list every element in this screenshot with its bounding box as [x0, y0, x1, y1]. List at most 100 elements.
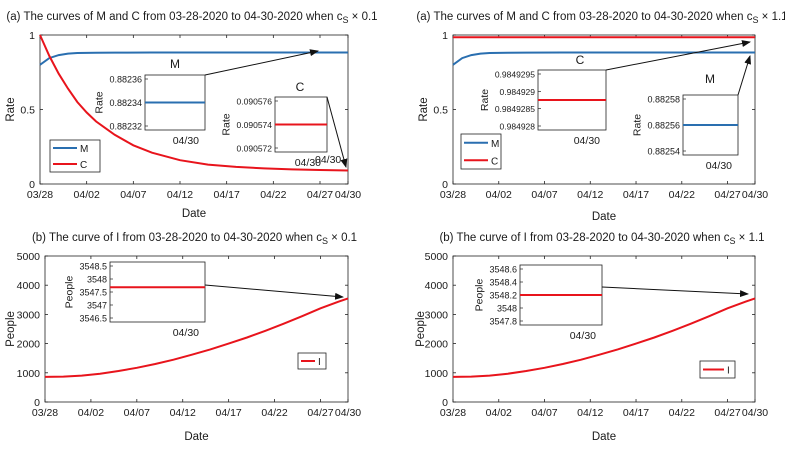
legend-label-C: C — [491, 156, 498, 167]
y-tick-label: 3000 — [425, 309, 449, 321]
x-tick-label: 04/22 — [261, 407, 287, 419]
x-tick-label: 04/07 — [120, 189, 146, 201]
series-line-M — [452, 51, 755, 66]
legend-box — [460, 133, 502, 170]
x-axis-label: Date — [182, 208, 206, 220]
x-tick-label: 04/02 — [486, 189, 512, 201]
inset-x-label: 04/30 — [574, 135, 600, 147]
x-tick-label: 04/22 — [669, 407, 695, 419]
chart-panel-2: (a) The curves of M and C from 03-28-202… — [416, 11, 785, 223]
x-tick-label: 04/02 — [486, 407, 512, 419]
chart-title-suffix: × 1.1 — [735, 232, 764, 244]
x-tick-label: 04/27 — [307, 407, 333, 419]
inset-y-tick-label: 0.88236 — [109, 75, 142, 85]
inset-y-tick-label: 0.090572 — [237, 144, 273, 154]
inset-arrow — [204, 284, 344, 300]
inset-y-tick-label: 0.9849295 — [495, 70, 535, 80]
inset-1: 0.88236 0.88234 0.88232 Rate 04/30 M — [93, 49, 319, 147]
x-tick-label: 03/28 — [27, 189, 53, 201]
chart-title-suffix: × 1.1 — [758, 11, 785, 23]
inset-y-tick-label: 0.88258 — [647, 95, 680, 105]
inset-y-tick-label: 0.090574 — [237, 120, 273, 130]
inset-arrow — [326, 96, 348, 168]
plot-frame — [452, 255, 756, 403]
chart-title: (a) The curves of M and C from 03-28-202… — [6, 11, 377, 25]
inset-title: C — [576, 53, 585, 67]
y-axis-label: Rate — [418, 97, 430, 121]
y-tick-label: 5000 — [17, 251, 41, 263]
x-tick-label: 04/12 — [577, 407, 603, 419]
x-tick-label: 03/28 — [440, 407, 466, 419]
x-tick-label: 04/22 — [260, 189, 286, 201]
chart-title-subscript: S — [729, 236, 735, 246]
inset-frame — [109, 261, 206, 323]
inset-title: C — [296, 80, 305, 94]
y-tick-label: 0 — [34, 397, 40, 409]
inset-y-tick-label: 3548.6 — [489, 265, 517, 275]
inset-title: M — [705, 72, 715, 86]
x-axis-label: Date — [184, 431, 208, 443]
chart-title: (b) The curve of I from 03-28-2020 to 04… — [32, 232, 357, 246]
inset-arrow — [605, 40, 751, 71]
chart-title-subscript: S — [752, 15, 758, 25]
inset-y-axis-label: People — [63, 275, 75, 308]
x-tick-label: 04/12 — [167, 189, 193, 201]
x-tick-label: 03/28 — [32, 407, 58, 419]
chart-title-subscript: S — [342, 15, 348, 25]
x-axis-label: Date — [592, 431, 616, 443]
inset-x-label: 04/30 — [570, 330, 596, 342]
inset-arrow — [204, 49, 319, 76]
x-tick-label: 04/22 — [669, 189, 695, 201]
x-tick-label: 04/07 — [124, 407, 150, 419]
y-tick-label: 0.5 — [433, 105, 448, 117]
chart-panel-3: (b) The curve of I from 03-28-2020 to 04… — [5, 232, 361, 443]
legend-label-I: I — [727, 366, 730, 377]
inset-y-tick-label: 0.984929 — [500, 87, 536, 97]
inset-y-tick-label: 3548 — [497, 304, 517, 314]
inset-1: 3548.5 3548 3547.5 3547 3546.5 People 04/30 — [63, 261, 344, 339]
x-tick-label: 04/17 — [215, 407, 241, 419]
inset-y-tick-label: 0.9849285 — [495, 104, 535, 114]
inset-1: 3548.6 3548.4 3548.2 3548 3547.8 People 04/30 — [473, 265, 749, 342]
x-tick-label: 04/27 — [307, 189, 333, 201]
chart-panel-4: (b) The curve of I from 03-28-2020 to 04… — [415, 232, 768, 443]
inset-x-label: 04/30 — [173, 327, 199, 339]
inset-title: M — [170, 57, 180, 71]
x-tick-label: 04/30 — [742, 407, 768, 419]
series-line-I — [44, 297, 349, 378]
inset-y-axis-label: People — [473, 278, 485, 311]
inset-2: 0.88258 0.88256 0.88254 Rate 04/30 M — [631, 55, 751, 172]
y-tick-label: 2000 — [17, 339, 41, 351]
legend-box — [49, 139, 101, 173]
y-tick-label: 2000 — [425, 339, 449, 351]
y-axis-label: People — [5, 311, 17, 347]
x-tick-label: 04/17 — [623, 189, 649, 201]
inset-y-tick-label: 0.090576 — [237, 97, 273, 107]
legend-label-M: M — [491, 139, 499, 150]
inset-y-tick-label: 3547.5 — [79, 288, 107, 298]
x-axis-label: Date — [592, 211, 616, 223]
chart-title: (b) The curve of I from 03-28-2020 to 04… — [439, 232, 764, 246]
inset-y-tick-label: 0.88256 — [647, 121, 680, 131]
y-tick-label: 5000 — [425, 251, 449, 263]
x-tick-label: 04/27 — [714, 189, 740, 201]
inset-y-tick-label: 3547.8 — [489, 317, 517, 327]
y-tick-label: 1000 — [17, 368, 41, 380]
x-tick-label: 04/07 — [531, 189, 557, 201]
x-tick-label: 04/17 — [623, 407, 649, 419]
y-tick-label: 1000 — [425, 368, 449, 380]
inset-y-tick-label: 3548 — [87, 275, 107, 285]
inset-y-axis-label: Rate — [479, 89, 491, 111]
legend-label-C: C — [80, 160, 87, 171]
inset-y-tick-label: 3546.5 — [79, 314, 107, 324]
inset-arrow — [737, 55, 751, 96]
inset-y-tick-label: 0.88254 — [647, 147, 680, 157]
x-tick-label: 03/28 — [440, 189, 466, 201]
y-tick-label: 0 — [442, 179, 448, 191]
y-axis-label: Rate — [5, 97, 17, 121]
plot-frame — [44, 255, 349, 403]
chart-title: (a) The curves of M and C from 03-28-202… — [416, 11, 785, 25]
inset-y-axis-label: Rate — [221, 113, 233, 135]
x-tick-label: 04/30 — [335, 189, 361, 201]
